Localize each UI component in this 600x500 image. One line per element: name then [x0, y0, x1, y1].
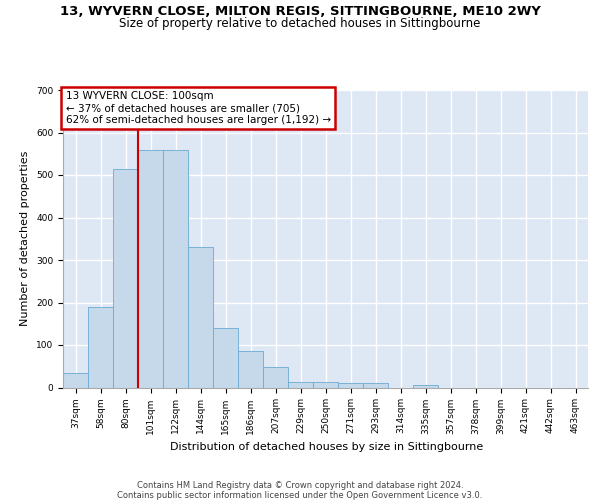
Bar: [238, 350, 263, 388]
Bar: [413, 384, 438, 388]
Bar: [263, 367, 288, 388]
Bar: [338, 383, 363, 388]
Bar: [138, 150, 163, 388]
Text: 13 WYVERN CLOSE: 100sqm
← 37% of detached houses are smaller (705)
62% of semi-d: 13 WYVERN CLOSE: 100sqm ← 37% of detache…: [65, 92, 331, 124]
Text: Contains public sector information licensed under the Open Government Licence v3: Contains public sector information licen…: [118, 491, 482, 500]
Bar: [88, 306, 113, 388]
Y-axis label: Number of detached properties: Number of detached properties: [20, 151, 31, 326]
Text: Contains HM Land Registry data © Crown copyright and database right 2024.: Contains HM Land Registry data © Crown c…: [137, 481, 463, 490]
Bar: [288, 382, 313, 388]
Text: 13, WYVERN CLOSE, MILTON REGIS, SITTINGBOURNE, ME10 2WY: 13, WYVERN CLOSE, MILTON REGIS, SITTINGB…: [59, 5, 541, 18]
Text: Distribution of detached houses by size in Sittingbourne: Distribution of detached houses by size …: [170, 442, 484, 452]
Bar: [163, 150, 188, 388]
Bar: [113, 168, 138, 388]
Bar: [188, 247, 213, 388]
Bar: [213, 328, 238, 388]
Text: Size of property relative to detached houses in Sittingbourne: Size of property relative to detached ho…: [119, 17, 481, 30]
Bar: [363, 383, 388, 388]
Bar: [313, 382, 338, 388]
Bar: [63, 372, 88, 388]
